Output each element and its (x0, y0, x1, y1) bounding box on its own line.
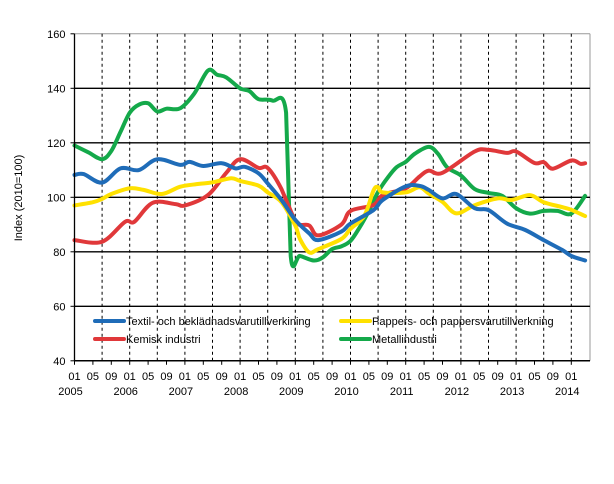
y-axis-label: Index (2010=100) (13, 155, 25, 242)
x-tick-label-month: 05 (418, 371, 430, 383)
x-tick-label-month: 05 (252, 371, 264, 383)
y-tick-label: 60 (53, 301, 65, 313)
x-tick-label-month: 01 (400, 371, 412, 383)
x-tick-label-year: 2011 (390, 386, 414, 398)
series-line-textil-och-bekl-dnadsvarutillverkining (72, 157, 588, 263)
x-tick-label-month: 01 (565, 371, 577, 383)
series-line-kemisk-industri (72, 147, 588, 245)
x-tick-label-month: 05 (528, 371, 540, 383)
y-tick-label: 40 (53, 356, 65, 368)
axes: 40 60 80 100 120 140 160 01 05 09 2005 01 05 09 2006 01… (47, 29, 590, 398)
gridlines (74, 33, 591, 361)
legend-label: Metallindustri (372, 334, 437, 346)
x-tick-label-month: 09 (326, 371, 338, 383)
x-tick-label-month: 09 (160, 371, 172, 383)
x-tick-label-month: 01 (124, 371, 136, 383)
y-tick-label: 140 (47, 83, 65, 95)
x-tick-label-year: 2009 (279, 386, 303, 398)
x-tick-label-month: 01 (344, 371, 356, 383)
x-tick-label-month: 01 (455, 371, 467, 383)
y-tick-label: 120 (47, 138, 65, 150)
x-tick-label-month: 09 (436, 371, 448, 383)
legend-label: Kemisk industri (126, 334, 201, 346)
x-tick-label-month: 09 (216, 371, 228, 383)
x-tick-label-month: 09 (271, 371, 283, 383)
x-tick-label-month: 05 (197, 371, 209, 383)
series-line-metallindustri (72, 67, 588, 269)
x-tick-label-month: 05 (87, 371, 99, 383)
x-tick-label-month: 09 (547, 371, 559, 383)
x-tick-label-month: 01 (68, 371, 80, 383)
x-tick-label-month: 05 (142, 371, 154, 383)
x-tick-label-month: 09 (381, 371, 393, 383)
x-tick-label-year: 2006 (113, 386, 137, 398)
x-tick-label-year: 2013 (500, 386, 524, 398)
x-tick-label-month: 09 (492, 371, 504, 383)
series-lines (72, 67, 588, 269)
y-tick-label: 80 (53, 247, 65, 259)
y-tick-label: 160 (47, 29, 65, 41)
x-tick-label-month: 01 (289, 371, 301, 383)
y-tick-label: 100 (47, 192, 65, 204)
x-tick-label-month: 01 (510, 371, 522, 383)
x-tick-label-month: 05 (363, 371, 375, 383)
x-tick-label-month: 01 (234, 371, 246, 383)
x-tick-label-year: 2008 (224, 386, 248, 398)
legend-label: Textil- och beklädnadsvarutillverkining (126, 316, 311, 328)
x-tick-label-month: 05 (308, 371, 320, 383)
x-tick-label-year: 2014 (555, 386, 579, 398)
legend: Textil- och beklädnadsvarutillverkining P… (93, 316, 554, 346)
x-tick-label-year: 2005 (58, 386, 82, 398)
x-tick-label-year: 2012 (445, 386, 469, 398)
x-tick-label-month: 09 (105, 371, 117, 383)
series-line-pappers-och-pappersvarutillverkning (72, 176, 588, 255)
legend-label: Pappers- och pappersvarutillverkning (372, 316, 554, 328)
x-tick-label-year: 2007 (169, 386, 193, 398)
x-tick-label-month: 01 (179, 371, 191, 383)
x-tick-label-year: 2010 (334, 386, 358, 398)
x-tick-label-month: 05 (473, 371, 485, 383)
